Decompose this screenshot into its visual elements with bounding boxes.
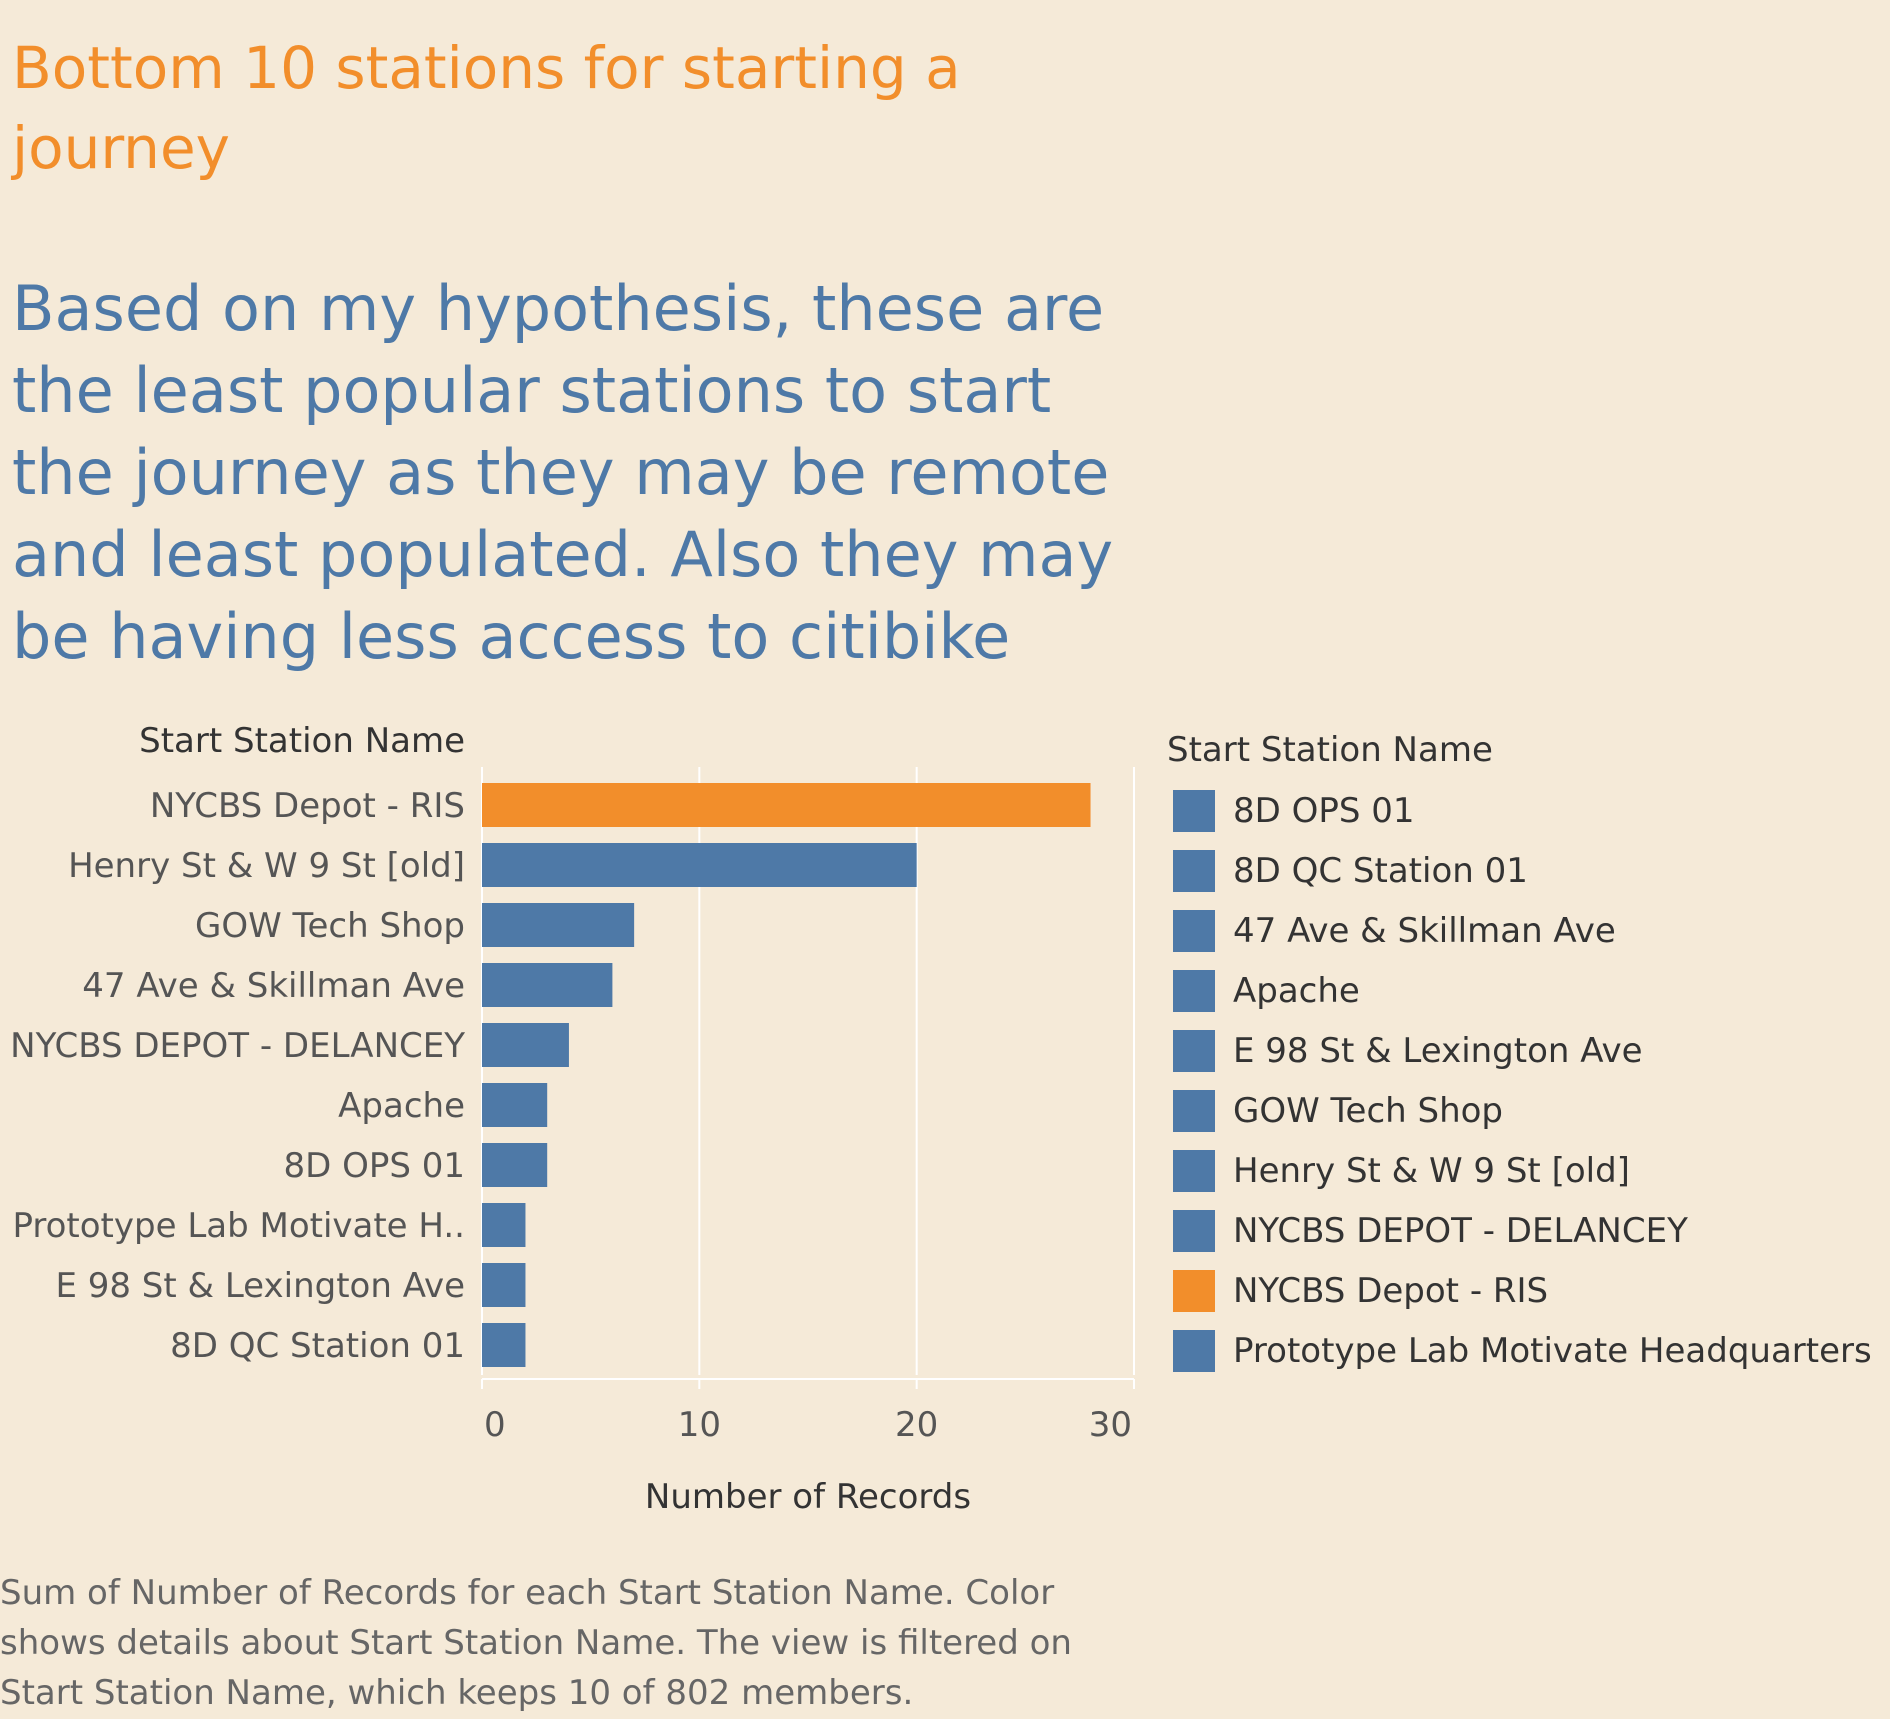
x-tick-label: 10 bbox=[678, 1405, 721, 1445]
legend-label: NYCBS Depot - RIS bbox=[1233, 1271, 1549, 1311]
legend-label: Henry St & W 9 St [old] bbox=[1233, 1151, 1630, 1191]
legend: Start Station Name 8D OPS 01 8D QC Statio… bbox=[1167, 725, 1872, 1381]
legend-item[interactable]: Prototype Lab Motivate Headquarters bbox=[1167, 1321, 1872, 1381]
legend-swatch bbox=[1173, 910, 1215, 952]
x-tick-label: 20 bbox=[895, 1405, 938, 1445]
legend-label: Prototype Lab Motivate Headquarters bbox=[1233, 1331, 1872, 1371]
category-label: Henry St & W 9 St [old] bbox=[68, 846, 465, 886]
bar[interactable] bbox=[482, 1263, 526, 1307]
legend-label: 8D OPS 01 bbox=[1233, 791, 1415, 831]
bar[interactable] bbox=[482, 1323, 526, 1367]
category-label: NYCBS Depot - RIS bbox=[150, 786, 465, 826]
bars bbox=[482, 783, 1091, 1367]
bar[interactable] bbox=[482, 1203, 526, 1247]
legend-item[interactable]: Apache bbox=[1167, 961, 1872, 1021]
legend-swatch bbox=[1173, 1090, 1215, 1132]
x-axis-title: Number of Records bbox=[645, 1477, 971, 1517]
x-axis: 0 10 20 30 bbox=[481, 1378, 1135, 1445]
y-axis-title: Start Station Name bbox=[139, 721, 465, 761]
category-label: Apache bbox=[338, 1086, 465, 1126]
bar-chart: Start Station Name NYCBS Depot - RIS Henr… bbox=[10, 721, 1135, 1517]
legend-item[interactable]: GOW Tech Shop bbox=[1167, 1081, 1872, 1141]
bar[interactable] bbox=[482, 843, 917, 887]
legend-item[interactable]: Henry St & W 9 St [old] bbox=[1167, 1141, 1872, 1201]
legend-swatch bbox=[1173, 970, 1215, 1012]
legend-item[interactable]: NYCBS Depot - RIS bbox=[1167, 1261, 1872, 1321]
legend-label: 47 Ave & Skillman Ave bbox=[1233, 911, 1616, 951]
legend-item[interactable]: E 98 St & Lexington Ave bbox=[1167, 1021, 1872, 1081]
legend-swatch bbox=[1173, 1330, 1215, 1372]
legend-item[interactable]: 8D QC Station 01 bbox=[1167, 841, 1872, 901]
x-tick-label: 30 bbox=[1089, 1405, 1132, 1445]
bar[interactable] bbox=[482, 963, 613, 1007]
legend-items: 8D OPS 01 8D QC Station 01 47 Ave & Skillm… bbox=[1167, 781, 1872, 1381]
legend-label: GOW Tech Shop bbox=[1233, 1091, 1504, 1131]
bar[interactable] bbox=[482, 1143, 548, 1187]
category-label: Prototype Lab Motivate H.. bbox=[12, 1206, 465, 1246]
legend-label: NYCBS DEPOT - DELANCEY bbox=[1233, 1211, 1688, 1251]
bar[interactable] bbox=[482, 783, 1091, 827]
category-label: E 98 St & Lexington Ave bbox=[55, 1266, 465, 1306]
legend-label: 8D QC Station 01 bbox=[1233, 851, 1528, 891]
legend-label: Apache bbox=[1233, 971, 1360, 1011]
legend-swatch bbox=[1173, 1270, 1215, 1312]
bar[interactable] bbox=[482, 1083, 548, 1127]
bar[interactable] bbox=[482, 1023, 569, 1067]
legend-swatch bbox=[1173, 1210, 1215, 1252]
legend-item[interactable]: 8D OPS 01 bbox=[1167, 781, 1872, 841]
category-label: 8D QC Station 01 bbox=[170, 1326, 465, 1366]
chart-title: Bottom 10 stations for starting a journe… bbox=[12, 34, 961, 182]
legend-item[interactable]: 47 Ave & Skillman Ave bbox=[1167, 901, 1872, 961]
chart-caption: Sum of Number of Records for each Start … bbox=[0, 1573, 1072, 1713]
category-label: 47 Ave & Skillman Ave bbox=[82, 966, 465, 1006]
legend-swatch bbox=[1173, 790, 1215, 832]
legend-swatch bbox=[1173, 1150, 1215, 1192]
category-labels: NYCBS Depot - RIS Henry St & W 9 St [old]… bbox=[10, 786, 465, 1366]
chart-subtitle: Based on my hypothesis, these are the le… bbox=[12, 272, 1114, 673]
legend-swatch bbox=[1173, 1030, 1215, 1072]
legend-label: E 98 St & Lexington Ave bbox=[1233, 1031, 1643, 1071]
legend-swatch bbox=[1173, 850, 1215, 892]
category-label: NYCBS DEPOT - DELANCEY bbox=[10, 1026, 465, 1066]
legend-item[interactable]: NYCBS DEPOT - DELANCEY bbox=[1167, 1201, 1872, 1261]
x-tick-label: 0 bbox=[484, 1405, 506, 1445]
category-label: 8D OPS 01 bbox=[283, 1146, 465, 1186]
legend-title: Start Station Name bbox=[1167, 730, 1493, 770]
category-label: GOW Tech Shop bbox=[195, 906, 465, 946]
bar[interactable] bbox=[482, 903, 635, 947]
